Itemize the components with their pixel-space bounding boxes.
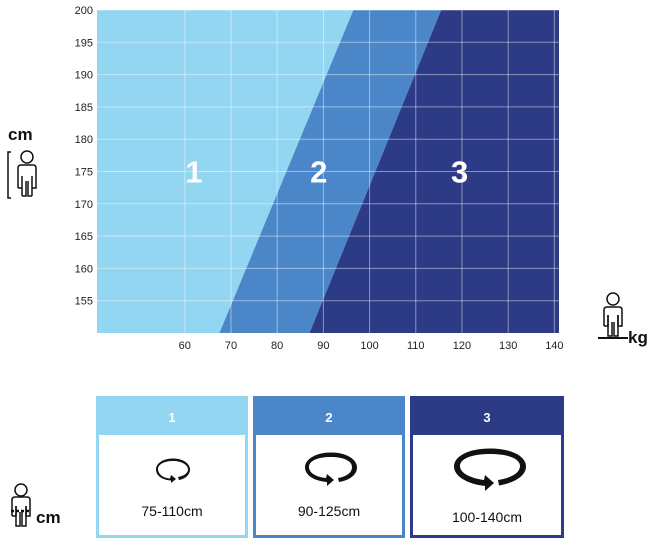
belt-small-icon (156, 458, 190, 483)
size-card-number: 2 (256, 399, 402, 435)
y-tick-label: 175 (75, 167, 93, 179)
size-range-label: 75-110cm (141, 503, 203, 519)
person-waist-icon (11, 483, 31, 527)
size-card-number: 1 (99, 399, 245, 435)
x-tick-label: 120 (453, 340, 471, 352)
belt-large-icon (454, 448, 526, 491)
zone-label-2: 2 (310, 155, 327, 190)
x-tick-label: 130 (499, 340, 517, 352)
x-tick-label: 90 (317, 340, 329, 352)
weight-unit-label: kg (628, 328, 648, 347)
y-tick-label: 195 (75, 37, 93, 49)
size-range-label: 100-140cm (451, 509, 523, 525)
y-tick-label: 185 (75, 102, 93, 114)
x-tick-label: 70 (225, 340, 237, 352)
x-tick-label: 80 (271, 340, 283, 352)
waist-unit-label: cm (36, 508, 61, 527)
size-card-1: 1 75-110cm (96, 396, 248, 538)
size-card-3: 3 100-140cm (410, 396, 564, 538)
y-tick-label: 200 (75, 5, 93, 17)
zone-label-3: 3 (451, 155, 468, 190)
belt-medium-icon (305, 452, 357, 486)
height-weight-chart: 1 2 3 60 70 80 90 100 110 120 130 140 155 160 165 170… (75, 5, 564, 352)
zone-label-1: 1 (185, 155, 202, 190)
y-tick-label: 170 (75, 199, 93, 211)
person-weight-icon (598, 292, 628, 339)
y-tick-label: 165 (75, 231, 93, 243)
size-card-number: 3 (413, 399, 561, 435)
height-unit-label: cm (8, 125, 33, 144)
x-tick-label: 140 (545, 340, 563, 352)
person-height-icon (7, 150, 37, 199)
zone-3-area (309, 10, 559, 333)
y-tick-label: 190 (75, 70, 93, 82)
y-tick-label: 160 (75, 263, 93, 275)
zone-2-area (219, 10, 442, 333)
x-tick-label: 110 (407, 340, 425, 352)
x-tick-label: 100 (360, 340, 378, 352)
y-tick-label: 155 (75, 296, 93, 308)
y-tick-label: 180 (75, 134, 93, 146)
zone-1-area (97, 10, 354, 333)
size-card-2: 2 90-125cm (253, 396, 405, 538)
size-range-label: 90-125cm (297, 503, 361, 519)
x-tick-label: 60 (179, 340, 191, 352)
